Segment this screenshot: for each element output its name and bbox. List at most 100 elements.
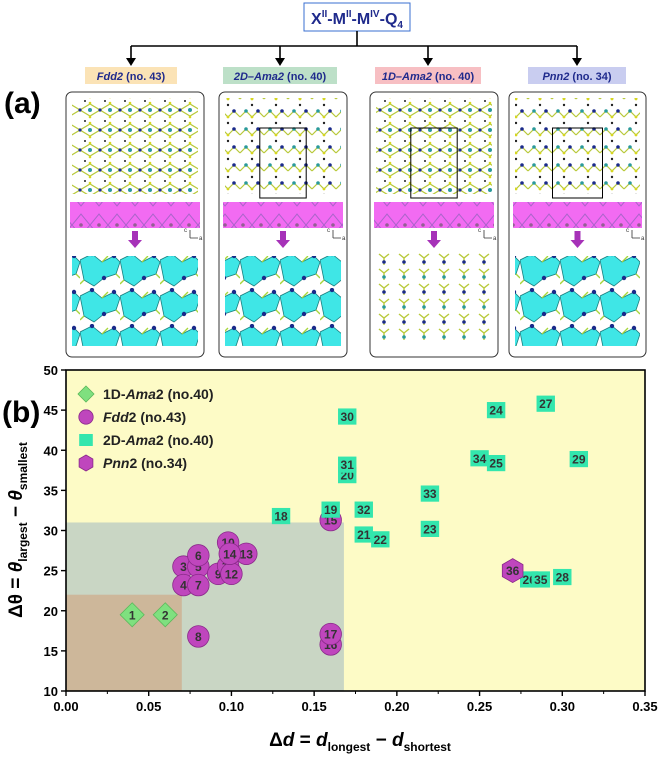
x-tick-label: 0.10 [219,699,244,714]
y-tick-label: 35 [44,483,58,498]
down-arrow-icon [570,231,585,248]
data-point-24 [486,402,506,419]
y-tick-label: 45 [44,403,58,418]
legend: 1D-Ama2 (no.40) Fdd2 (no.43) 2D-Ama2 (no.4… [77,385,214,472]
data-point-label: 7 [195,579,202,593]
formula-box [303,2,411,32]
polyhedra-network-image [225,256,341,346]
structure-label-bg [223,67,337,84]
x-tick-label: 0.20 [384,699,409,714]
data-point-label: 17 [324,628,338,642]
unit-cell-outline [552,127,603,199]
svg-text:c: c [478,228,481,234]
data-point-label: 25 [489,457,503,471]
polyhedra-network-image [515,256,640,346]
plot-frame [65,369,646,692]
svg-text:c: c [327,228,330,234]
structure-label: Pnn2 (no. 34) [542,71,611,83]
panel-a-label: (a) [4,87,41,120]
x-tick-label: 0.25 [467,699,492,714]
data-point-label: 12 [225,567,239,581]
svg-text:a: a [199,236,203,242]
legend-marker-square [79,433,93,446]
data-point-label: 8 [195,630,202,644]
polyhedra-network-image [72,256,198,346]
crystal-structure-image [515,98,640,194]
data-point-1 [119,602,145,628]
formula-title: XII-MII-MIV-Q4 [311,9,403,31]
structure-label: 1D–Ama2 (no. 40) [382,71,475,83]
down-arrow-icon [427,231,441,248]
x-tick-label: 0.30 [550,699,575,714]
structure-card-2: 2D–Ama2 (no. 40)ac [218,67,348,358]
axis-ticks: 0.00 0.05 0.10 0.15 0.20 0.25 0.30 0.3510152025… [44,363,658,714]
series-hexagon: 36 [501,558,524,584]
structure-card-4: Pnn2 (no. 34) ac [508,67,647,358]
data-point-7 [187,573,210,597]
chain-structure-image [378,253,490,340]
svg-text:a: a [493,236,497,242]
data-point-label: 14 [223,547,237,561]
structure-label-bg [375,67,481,84]
axes-indicator-icon: ac [478,228,497,242]
data-point-label: 24 [489,404,503,418]
data-point-label: 34 [473,452,487,466]
data-point-23 [420,520,440,537]
data-point-31 [338,456,357,473]
data-point-label: 35 [534,573,548,587]
data-point-label: 31 [341,458,355,472]
legend-marker-diamond [77,385,95,403]
series-circle: 34567891011121314151617 [172,508,342,656]
highlight-band-atoms [513,202,642,228]
data-point-label: 27 [539,397,553,411]
structure-label-bg [528,67,626,84]
y-tick-label: 25 [44,564,58,579]
axes-indicator-icon: ac [327,228,346,242]
down-arrow-icon [276,231,290,248]
x-axis-label: Δd = dlongest − dshortest [269,730,451,754]
panel-a: XII-MII-MIV-Q4 (a) Fdd2 (no. 43)ac2D–Ama… [4,2,647,358]
panel-b-label: (b) [2,396,40,429]
tree-arrowheads [126,58,582,66]
data-point-18 [271,507,291,525]
data-point-6 [187,544,210,567]
data-point-30 [338,408,357,425]
x-tick-label: 0.05 [136,699,161,714]
data-point-28 [553,568,572,586]
y-tick-label: 30 [44,524,58,539]
axes-indicator-icon: ac [626,228,645,242]
x-tick-label: 0.35 [632,699,657,714]
data-point-17 [319,622,342,646]
structure-label: Fdd2 (no. 43) [97,71,166,83]
y-tick-label: 10 [44,684,58,699]
structure-card-3: 1D–Ama2 (no. 40)ac [369,67,499,358]
axes-indicator-icon: ac [184,228,203,242]
data-point-35 [531,571,550,588]
highlight-band-atoms [374,202,494,228]
data-point-label: 29 [572,453,586,467]
legend-marker-circle [78,409,94,425]
data-point-14 [218,542,241,565]
svg-text:c: c [184,228,187,234]
x-tick-label: 0.15 [301,699,326,714]
data-point-label: 6 [195,549,202,563]
data-point-label: 36 [506,564,520,578]
data-point-label: 22 [374,533,388,547]
data-point-label: 3 [180,560,187,574]
y-tick-label: 50 [44,363,58,378]
structure-label-bg [85,67,177,84]
data-points: 1234567891011121314151617181920212223242… [119,395,589,656]
unit-cell-outline [410,127,458,199]
svg-text:a: a [641,236,645,242]
y-tick-label: 40 [44,443,58,458]
panel-b: (b) 0.00 0.05 0.10 0.15 0.20 0.25 0.30 0.351015… [2,363,658,754]
y-axis-label: Δθ = θlargest − θsmallest [6,442,30,618]
data-point-label: 33 [423,487,437,501]
data-point-29 [569,450,589,468]
crystal-structure-image [376,98,492,194]
data-point-label: 28 [556,571,570,585]
data-point-label: 19 [324,503,338,517]
